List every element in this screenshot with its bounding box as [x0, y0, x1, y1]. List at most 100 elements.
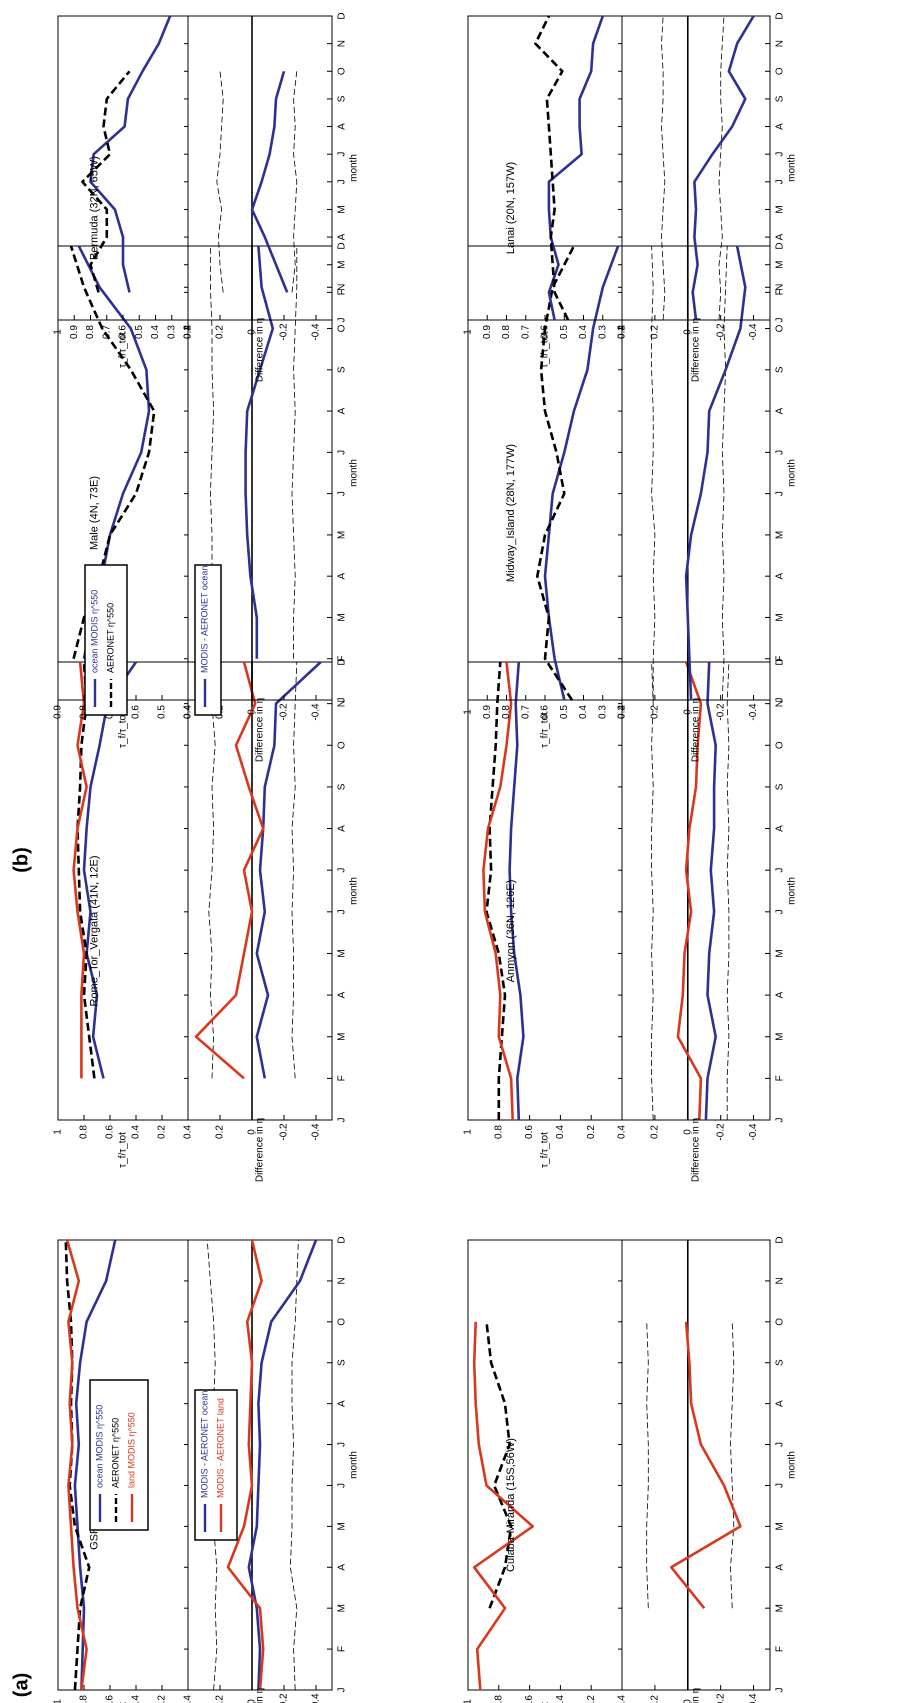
panel-1-diff-tick-label: 0.4	[183, 1695, 194, 1703]
panel-1-diff-tick-label: 0	[247, 1699, 258, 1703]
panel-3-diff-frame	[187, 245, 333, 701]
panel-8-ratio-tick-label: 0.9	[482, 325, 493, 339]
panel-7-xlabel-group: month	[787, 459, 798, 487]
legend-b-ratio-entry-group: ocean MODIS η^550	[89, 590, 99, 673]
panel-6-site-label: Anmyon (36N, 126E)	[505, 880, 517, 983]
panel-1-ratio-tick-label: 0.6	[105, 1695, 116, 1703]
panel-2-month-label-group: N	[337, 700, 348, 707]
panel-5-ratio-tick-label-group: 1	[463, 1699, 474, 1703]
panel-2-diff-ylabel-group: Difference in η	[255, 1118, 266, 1182]
panel-5-ratio-tick-label: 0.6	[524, 1695, 535, 1703]
panel-6-diff-land-line	[676, 661, 703, 1121]
panel-7-month-label-group: J	[775, 450, 786, 455]
panel-8-month-label: J	[775, 152, 786, 157]
panel-4-month-label: D	[337, 12, 348, 19]
panel-6-month-label-group: M	[775, 949, 786, 957]
legend-a-diff-entry: MODIS - AERONET land	[215, 1398, 225, 1498]
panel-7-site-label-group: Midway_Island (28N, 177W)	[505, 444, 517, 582]
panel-2-month-label: J	[337, 868, 348, 873]
panel-4-band-upper	[216, 71, 224, 293]
panel-6-month-label-group: F	[775, 1075, 786, 1081]
legend-b-diff-entry-group: MODIS - AERONET ocean	[199, 566, 209, 673]
panel-6-ratio-tick-label: 0.4	[555, 1125, 566, 1139]
panel-5-month-label: O	[775, 1318, 786, 1326]
panel-4-ratio-ylabel: τ_f/τ_tot	[118, 332, 129, 368]
panel-3-diff-ylabel-group: Difference in η	[255, 698, 266, 762]
panel-7-ratio-tick-label-group: 0.4	[578, 705, 589, 719]
panel-4-ratio-tick-label: 0.9	[69, 325, 80, 339]
panel-3-month-label-group: D	[337, 242, 348, 249]
panel-7-band-lower	[721, 245, 728, 701]
panel-5-ratio-ylabel-group: τ_f/τ_tot	[540, 1702, 551, 1703]
panel-3-month-label-group: S	[337, 366, 348, 373]
panel-6-month-label: D	[775, 658, 786, 665]
legend-a-diff-box	[194, 1389, 238, 1541]
panel-3-month-label: A	[337, 573, 348, 580]
panel-4-month-label: O	[337, 67, 348, 75]
panel-4-band-lower	[291, 71, 298, 293]
panel-6-ratio-tick-label-group: 0.4	[555, 1125, 566, 1139]
panel-4-site-label-group: Bermuda (32N, 65W)	[88, 156, 100, 260]
panel-1-month-label-group: F	[337, 1646, 348, 1652]
panel-8-month-label-group: F	[775, 289, 786, 295]
panel-5-band-lower	[730, 1321, 735, 1609]
panel-2-month-label: M	[337, 1033, 348, 1041]
panel-8-diff-ylabel-group: Difference in η	[691, 318, 702, 382]
panel-8-diff-tick-label-group: 0.4	[617, 325, 628, 339]
panel-5-diff-frame	[621, 1239, 771, 1691]
panel-6-ratio-tick-label: 1	[463, 1129, 474, 1135]
panel-3-ratio-tick-label: 0.4	[183, 705, 194, 719]
panel-6-diff-ocean-line	[704, 661, 718, 1121]
panel-1-ratio-tick-label-group: 0.8	[79, 1695, 90, 1703]
panel-4-ratio-tick-label: 1	[53, 329, 64, 335]
legend-b-ratio-entry-group: AERONET η^550	[105, 603, 115, 673]
panel-3-diff-tick-label: -0.4	[311, 703, 322, 721]
panel-5-ratio-land-line	[472, 1321, 535, 1691]
panel-3-month-label: J	[337, 450, 348, 455]
panel-1-month-label-group: O	[337, 1318, 348, 1326]
panel-8-month-label-group: M	[775, 261, 786, 269]
panel-6-ratio-tick-label: 0.2	[586, 1125, 597, 1139]
panel-1-ratio-tick-label: 0.2	[157, 1695, 168, 1703]
panel-3-ratio-tick-label: 0.5	[157, 705, 168, 719]
panel-3-diff-tick-label-group: -0.2	[279, 703, 290, 721]
panel-2-month-label-group: O	[337, 741, 348, 749]
panel-6-ratio-ylabel-group: τ_f/τ_tot	[540, 1132, 551, 1168]
panel-7-month-label-group: M	[775, 531, 786, 539]
panel-3-month-label: D	[337, 242, 348, 249]
panel-7-diff-tick-label-group: -0.4	[748, 703, 759, 721]
panel-1-month-label-group: D	[337, 1236, 348, 1243]
legend-a-ratio-entry: ocean MODIS η^550	[94, 1405, 104, 1488]
panel-6-diff-tick-label: 0.2	[650, 1125, 661, 1139]
panel-3-month-label: S	[337, 366, 348, 373]
panel-6-month-label-group: N	[775, 700, 786, 707]
panel-5-month-label-group: S	[775, 1359, 786, 1366]
panel-7-month-label-group: A	[775, 407, 786, 414]
panel-7-month-label-group: J	[775, 698, 786, 703]
panel-3-month-label: M	[337, 531, 348, 539]
panel-8-ratio-tick-label-group: 1	[463, 329, 474, 335]
panel-1-diff-tick-label: -0.2	[279, 1693, 290, 1703]
panel-4-month-label-group: M	[337, 205, 348, 213]
panel-5-diff-tick-label: -0.4	[748, 1693, 759, 1703]
panel-7-diff-tick-label-group: 0	[682, 709, 693, 715]
panel-4-ratio-ylabel-group: τ_f/τ_tot	[118, 332, 129, 368]
panel-7-ratio-ylabel-group: τ_f/τ_tot	[540, 712, 551, 748]
panel-7-ratio-tick-label: 0.4	[578, 705, 589, 719]
panel-7-ratio-tick-label: 0.5	[559, 705, 570, 719]
panel-3-diff-tick-label: 0.4	[183, 705, 194, 719]
panel-1-month-label-group: A	[337, 1400, 348, 1407]
panel-6-diff-tick-label-group: 0	[682, 1129, 693, 1135]
panel-3-ratio-tick-label: 0.9	[53, 705, 64, 719]
panel-7-ratio-frame	[467, 245, 623, 701]
panel-2-month-label: J	[337, 909, 348, 914]
panel-7-ratio-tick-label: 0.7	[520, 705, 531, 719]
panel-6-ratio-tick-label-group: 0.8	[493, 1125, 504, 1139]
panel-4-month-label: A	[337, 233, 348, 240]
panel-4-month-label: S	[337, 95, 348, 102]
panel-4-month-label: J	[337, 318, 348, 323]
panel-8-month-label-group: J	[775, 152, 786, 157]
panel-8-site-label: Lanai (20N, 157W)	[505, 162, 517, 254]
panel-6-month-label: O	[775, 741, 786, 749]
panel-3-diff-tick-label-group: 0	[247, 709, 258, 715]
